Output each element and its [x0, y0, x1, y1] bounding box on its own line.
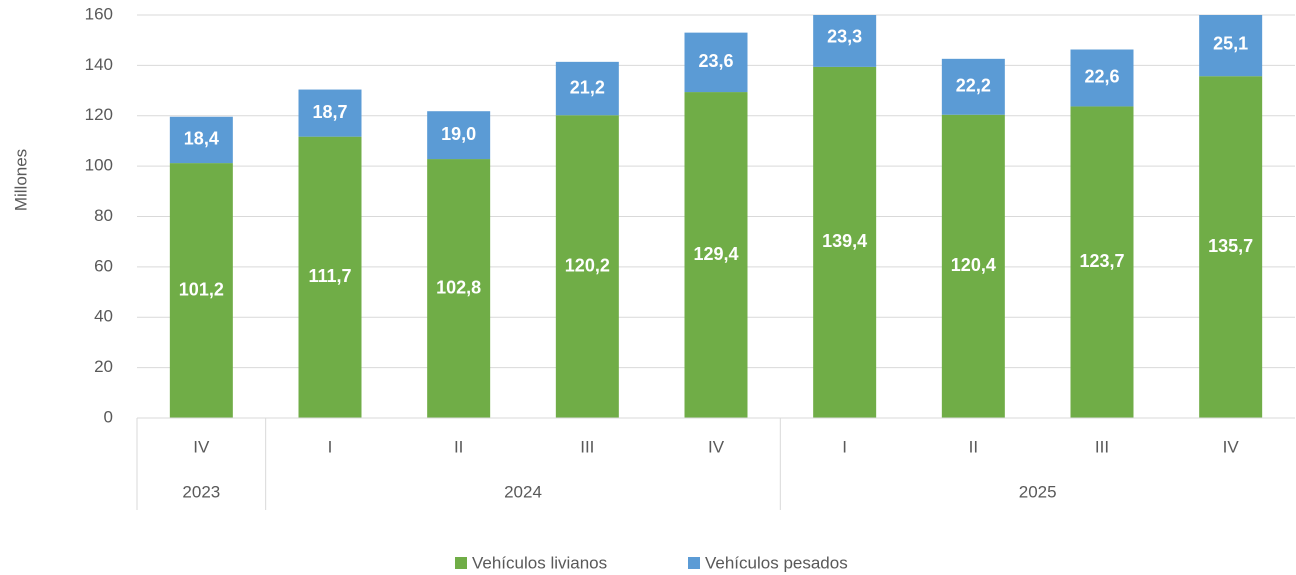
x-tick-label: IV: [1223, 437, 1240, 456]
value-label: 101,2: [179, 279, 224, 299]
bar-segment: [941, 58, 1005, 115]
x-tick-label: III: [1095, 437, 1109, 456]
x-tick-label: II: [969, 437, 978, 456]
y-tick-label: 160: [85, 4, 113, 23]
x-tick-label: IV: [708, 437, 725, 456]
bar-segment: [813, 66, 877, 418]
value-label: 120,2: [565, 255, 610, 275]
value-label: 129,4: [693, 244, 738, 264]
bar-segment: [298, 89, 362, 137]
y-tick-label: 100: [85, 156, 113, 175]
legend-label: Vehículos pesados: [705, 553, 848, 572]
value-label: 18,4: [184, 129, 219, 149]
y-tick-label: 80: [94, 206, 113, 225]
group-label: 2025: [1019, 482, 1057, 501]
bar-segment: [169, 163, 233, 418]
value-label: 111,7: [308, 266, 351, 286]
bar-segment: [298, 136, 362, 418]
y-tick-label: 140: [85, 55, 113, 74]
bar-segment: [813, 15, 877, 67]
y-axis-label: Millones: [11, 149, 30, 211]
bar-segment: [1199, 76, 1263, 418]
value-label: 135,7: [1208, 236, 1253, 256]
bar-segment: [1070, 106, 1134, 418]
legend-swatch: [455, 557, 467, 569]
value-label: 18,7: [312, 102, 347, 122]
bar-segment: [684, 92, 748, 418]
group-label: 2024: [504, 482, 542, 501]
x-tick-label: I: [328, 437, 333, 456]
value-label: 19,0: [441, 124, 476, 144]
value-label: 25,1: [1213, 33, 1248, 53]
value-label: 120,4: [951, 255, 996, 275]
value-label: 123,7: [1079, 251, 1124, 271]
group-label: 2023: [182, 482, 220, 501]
value-label: 21,2: [570, 77, 605, 97]
legend-label: Vehículos livianos: [472, 553, 607, 572]
bar-segment: [555, 115, 619, 418]
y-tick-label: 40: [94, 307, 113, 326]
bar-segment: [684, 32, 748, 93]
bar-segment: [1070, 49, 1134, 107]
value-label: 102,8: [436, 277, 481, 297]
value-label: 23,6: [698, 51, 733, 71]
x-tick-label: I: [842, 437, 847, 456]
bar-segment: [427, 159, 491, 418]
x-tick-label: III: [580, 437, 594, 456]
y-tick-label: 60: [94, 256, 113, 275]
value-label: 23,3: [827, 26, 862, 46]
legend-swatch: [688, 557, 700, 569]
y-tick-label: 120: [85, 105, 113, 124]
x-tick-label: II: [454, 437, 463, 456]
bar-segment: [1199, 15, 1263, 77]
bar-segment: [941, 114, 1005, 419]
bar-segment: [555, 61, 619, 116]
bar-segment: [169, 116, 233, 164]
value-label: 139,4: [822, 231, 867, 251]
value-label: 22,2: [956, 76, 991, 96]
x-tick-label: IV: [193, 437, 210, 456]
y-tick-label: 20: [94, 357, 113, 376]
y-tick-label: 0: [104, 407, 113, 426]
value-label: 22,6: [1084, 67, 1119, 87]
plot-area: [169, 15, 1263, 419]
bar-segment: [427, 111, 491, 160]
